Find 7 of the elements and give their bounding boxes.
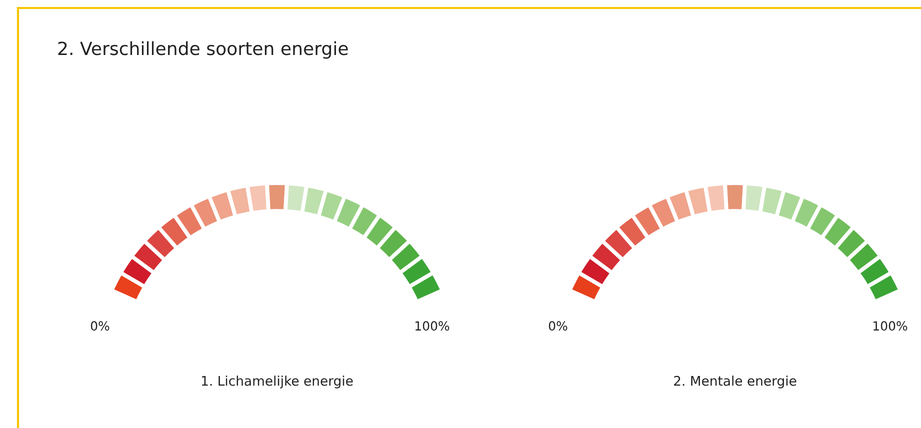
text: 0% bbox=[90, 321, 110, 331]
text: 1. Lichamelijke energie bbox=[202, 376, 353, 388]
chart-title: 2. Verschillende soorten energie bbox=[58, 41, 348, 59]
text: 100% bbox=[874, 321, 908, 331]
text: 2. Mentale energie bbox=[674, 376, 796, 388]
text: 0% bbox=[548, 321, 568, 331]
text: 100% bbox=[416, 321, 450, 331]
